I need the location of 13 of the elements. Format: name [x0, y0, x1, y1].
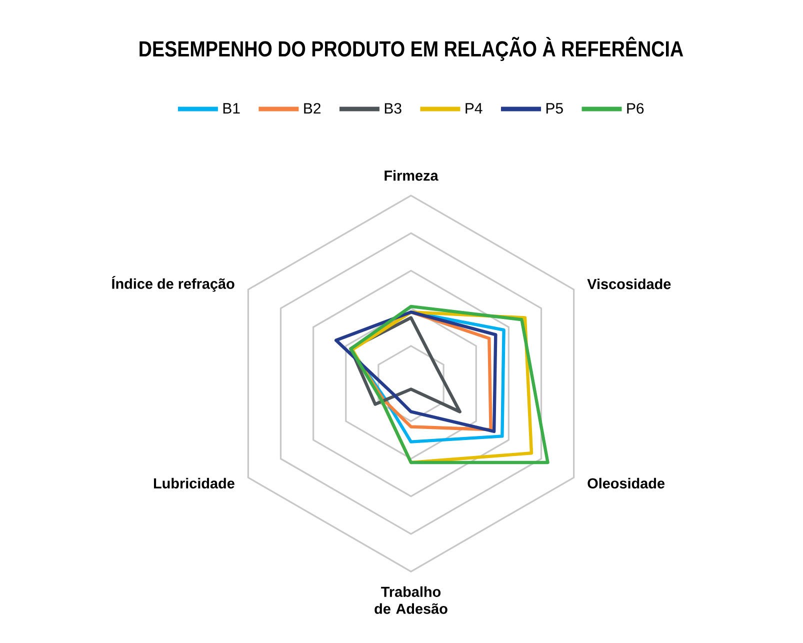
spoke-label: Oleosidade [588, 478, 665, 488]
spoke-label: Lubricidade [154, 478, 234, 488]
spoke-label: Índice de refração [112, 276, 234, 292]
spoke-label: Trabalho de Adesão [374, 586, 448, 614]
legend-label: P6 [627, 103, 644, 114]
legend-label: P4 [466, 103, 482, 114]
spoke-label: Firmeza [384, 170, 438, 181]
chart-title: DESEMPENHO DO PRODUTO EM RELAÇÃO À REFERÊNCIA [140, 36, 684, 61]
spoke-label: Viscosidade [587, 278, 671, 290]
legend-label: P5 [546, 103, 563, 114]
legend-label: B2 [304, 103, 320, 114]
legend-label: B1 [223, 103, 240, 114]
legend-label: B3 [384, 103, 402, 114]
